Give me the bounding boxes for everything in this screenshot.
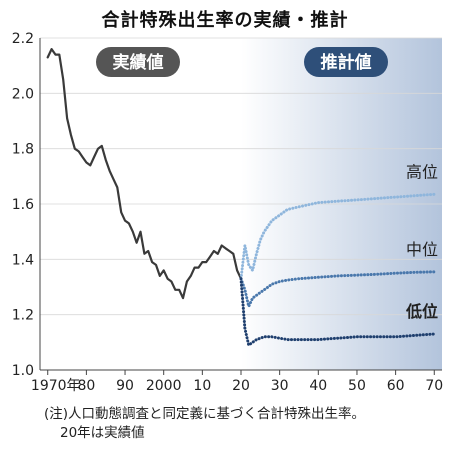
actual-badge-label: 実績値 bbox=[113, 52, 164, 73]
x-tick-label: 10 bbox=[193, 378, 211, 394]
x-tick-label: 1970年 bbox=[31, 378, 81, 394]
x-tick-label: 70 bbox=[425, 378, 443, 394]
projection-badge-bg bbox=[304, 47, 388, 77]
high-projection-line bbox=[239, 192, 436, 281]
y-tick-label: 2.2 bbox=[12, 31, 34, 47]
series-label-high-projection-line: 高位 bbox=[406, 162, 438, 181]
y-tick-label: 1.8 bbox=[12, 142, 34, 158]
y-tick-label: 1.2 bbox=[12, 308, 34, 324]
series-label-low-projection-line: 低位 bbox=[405, 302, 438, 321]
y-tick-labels: 1.0 1.2 1.4 1.6 1.8 2.0 2.2 bbox=[12, 31, 34, 379]
region-badges: 実績値 推計値 bbox=[96, 47, 388, 77]
x-tick-label: 20 bbox=[232, 378, 250, 394]
footnote-line-2: 20年は実績値 bbox=[60, 425, 145, 441]
x-tick-label: 90 bbox=[116, 378, 134, 394]
axes bbox=[39, 38, 442, 375]
x-tick-label: 60 bbox=[387, 378, 405, 394]
x-tick-label: 40 bbox=[309, 378, 327, 394]
series-label-medium-projection-line: 中位 bbox=[406, 240, 438, 259]
x-tick-label: 2000 bbox=[146, 378, 182, 394]
footnote-line-1: (注)人口動態調査と同定義に基づく合計特殊出生率。 bbox=[44, 406, 366, 422]
chart-title: 合計特殊出生率の実績・推計 bbox=[101, 10, 349, 31]
y-tick-label: 2.0 bbox=[12, 86, 34, 102]
projection-badge-label: 推計値 bbox=[321, 52, 372, 73]
y-tick-label: 1.4 bbox=[12, 252, 34, 268]
low-projection-line bbox=[239, 277, 436, 347]
series-lines bbox=[46, 48, 436, 347]
x-tick-label: 50 bbox=[348, 378, 366, 394]
x-tick-label: 80 bbox=[77, 378, 95, 394]
actual-badge-bg bbox=[96, 47, 180, 77]
x-tick-label: 30 bbox=[271, 378, 289, 394]
y-tick-label: 1.0 bbox=[12, 363, 34, 379]
y-tick-label: 1.6 bbox=[12, 197, 34, 213]
actual-line bbox=[46, 48, 243, 300]
medium-projection-line bbox=[239, 270, 436, 308]
